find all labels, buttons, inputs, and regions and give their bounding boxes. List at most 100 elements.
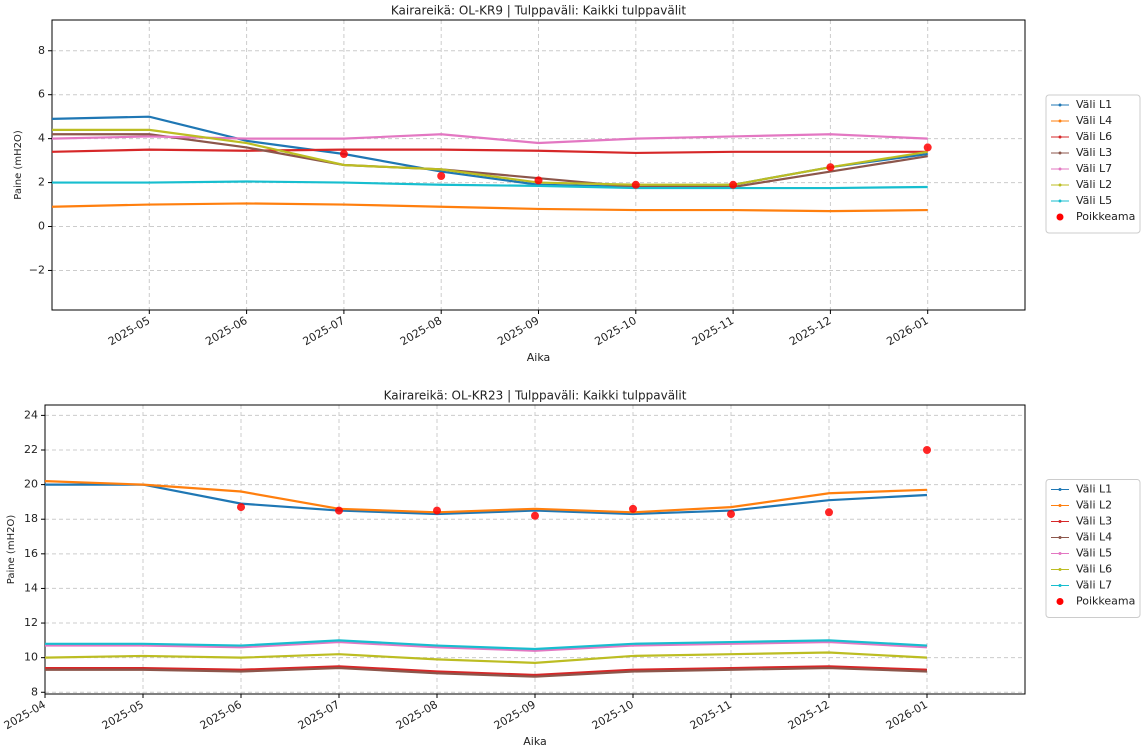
legend-label: Väli L5 [1076,194,1112,207]
plot-frame [51,19,1026,311]
anomaly-point [629,504,637,513]
legend-label: Poikkeama [1076,595,1135,608]
anomaly-point [335,506,343,515]
legend-label: Väli L3 [1076,515,1112,528]
legend-swatch [1058,488,1062,491]
y-tick-label: 4 [38,132,45,145]
y-axis-label: Paine (mH2O) [13,130,24,200]
x-tick-label: 2026-01 [884,314,930,348]
x-axis-label: Aika [523,735,547,748]
legend-label: Väli L4 [1076,531,1112,544]
y-tick-label: 12 [24,616,38,629]
y-tick-label: 6 [38,88,45,101]
legend-swatch [1058,536,1062,539]
legend-swatch [1058,199,1062,203]
legend-swatch [1058,103,1062,107]
anomaly-point [237,503,245,512]
x-tick-label: 2025-11 [688,698,734,732]
anomaly-point [923,445,931,454]
x-tick-label: 2025-06 [198,698,244,732]
anomaly-point [727,510,735,519]
x-tick-label: 2025-07 [301,314,347,348]
x-tick-label: 2025-09 [492,698,538,732]
series-line [45,483,928,516]
y-tick-label: −2 [29,263,45,276]
legend-box [1045,479,1141,618]
x-axis-label: Aika [527,351,551,364]
legend-swatch [1058,119,1062,123]
series-line [52,128,928,186]
y-tick-label: 24 [24,408,38,421]
legend-label: Väli L1 [1076,483,1112,496]
x-tick-label: 2025-10 [590,698,636,732]
legend-swatch [1058,568,1062,571]
series-line [52,133,928,189]
legend-label: Väli L7 [1076,579,1112,592]
legend-swatch [1058,183,1062,187]
series-line [45,639,928,651]
legend-box [1045,94,1141,234]
y-tick-label: 18 [24,512,38,525]
anomaly-point [826,163,835,172]
anomaly-point [729,180,738,189]
x-tick-label: 2025-11 [690,314,736,348]
legend-swatch [1056,213,1064,221]
y-axis-label: Paine (mH2O) [6,515,17,585]
legend-label: Väli L4 [1076,114,1112,127]
y-tick-label: 8 [38,44,45,57]
series-line [45,640,928,652]
legend-label: Väli L3 [1076,146,1112,159]
y-tick-label: 0 [38,220,45,233]
x-tick-label: 2025-08 [394,698,440,732]
plot-frame [44,404,1026,695]
x-tick-label: 2025-08 [398,314,444,348]
series-line [44,480,928,514]
legend-label: Väli L1 [1076,98,1112,111]
series-line [45,666,928,678]
legend-label: Väli L5 [1076,547,1112,560]
legend-label: Väli L7 [1076,162,1112,175]
x-tick-label: 2025-04 [2,698,48,732]
x-tick-label: 2025-05 [100,698,146,732]
x-tick-label: 2025-06 [203,314,249,348]
legend-swatch [1058,151,1062,155]
y-tick-label: 22 [24,443,38,456]
anomaly-point [531,511,539,520]
x-tick-label: 2025-10 [592,314,638,348]
legend-swatch [1058,167,1062,171]
anomaly-point [825,508,833,517]
legend-label: Poikkeama [1076,210,1135,223]
y-tick-label: 2 [38,176,45,189]
series-line [45,665,928,677]
anomaly-point [437,171,446,180]
x-tick-label: 2025-09 [495,314,541,348]
anomaly-point [433,506,441,515]
legend-label: Väli L2 [1076,178,1112,191]
x-tick-label: 2025-12 [787,314,833,348]
legend-label: Väli L2 [1076,499,1112,512]
y-tick-label: 16 [24,547,38,560]
legend-swatch [1058,552,1062,555]
x-tick-label: 2025-07 [296,698,342,732]
legend-label: Väli L6 [1076,563,1112,576]
legend-swatch [1058,504,1062,507]
y-tick-label: 8 [31,685,38,698]
x-tick-label: 2026-01 [884,698,930,732]
x-tick-label: 2025-12 [786,698,832,732]
anomaly-point [923,143,932,152]
series-line [52,180,928,190]
legend-label: Väli L6 [1076,130,1112,143]
legend-swatch [1056,598,1064,605]
y-tick-label: 20 [24,478,38,491]
chart-title: Kairareikä: OL-KR23 | Tulppaväli: Kaikki… [384,389,687,403]
series-line [51,148,928,155]
legend-swatch [1058,584,1062,587]
y-tick-label: 10 [24,651,38,664]
y-tick-label: 14 [24,581,38,594]
chart-title: Kairareikä: OL-KR9 | Tulppaväli: Kaikki … [391,4,686,18]
series-line [44,651,928,664]
legend-swatch [1058,135,1062,139]
x-tick-label: 2025-05 [106,314,152,348]
anomaly-point [631,180,640,189]
